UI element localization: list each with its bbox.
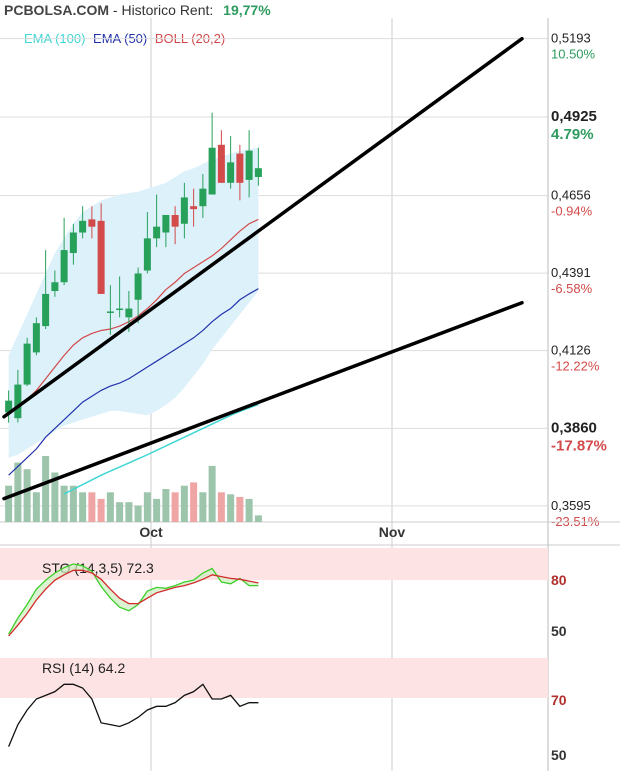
volume-bar [199, 492, 207, 522]
volume-bar [69, 485, 77, 522]
price-tick-label: 0,4925 [551, 108, 597, 125]
candle-body [42, 293, 50, 327]
price-pct-label: -12.22% [551, 359, 600, 374]
volume-bar [32, 492, 40, 522]
candle-body [125, 308, 133, 318]
price-tick-label: 0,4656 [551, 188, 591, 203]
volume-bar [134, 505, 142, 522]
stochastic-level-label: 80 [551, 572, 567, 588]
price-tick-label: 0,4126 [551, 343, 591, 358]
candle-body [217, 144, 225, 183]
candle-body [245, 150, 253, 180]
volume-bar [217, 492, 225, 522]
candle-body [180, 197, 188, 224]
trend-line [2, 36, 524, 419]
candle-body [116, 308, 124, 311]
volume-bar [51, 472, 59, 522]
volume-bar [227, 494, 235, 522]
rent-value: 19,77% [223, 2, 271, 18]
price-tick-label: 0,3860 [551, 419, 597, 436]
candle-body [134, 273, 142, 300]
stochastic-d-line [8, 569, 259, 637]
volume-bar [106, 492, 114, 522]
candle-body [236, 153, 244, 183]
candle-body [88, 219, 96, 227]
time-tick-label: Oct [139, 524, 163, 540]
candle-body [254, 168, 262, 177]
volume-bar [153, 498, 161, 522]
candle-body [143, 238, 151, 271]
candle-body [190, 206, 198, 210]
price-pct-label: 10.50% [551, 47, 596, 62]
candle-body [79, 220, 87, 233]
header-separator: - [109, 2, 122, 18]
ema100-line [63, 403, 259, 495]
candle-body [153, 226, 161, 239]
stochastic-level-label: 50 [551, 623, 567, 639]
candle-body [208, 147, 216, 195]
volume-bar [23, 469, 31, 522]
volume-bar [5, 485, 13, 522]
rsi-level-label: 50 [551, 747, 567, 763]
volume-bar [208, 465, 216, 522]
price-pct-label: -17.87% [551, 437, 607, 454]
bollinger-mid-line [8, 218, 259, 415]
rsi-band [0, 658, 548, 698]
volume-bar [42, 456, 50, 522]
price-pct-label: -6.58% [551, 281, 593, 296]
volume-bar [180, 485, 188, 522]
header-label: Historico [121, 2, 176, 18]
candle-body [14, 384, 22, 419]
volume-bar [143, 492, 151, 522]
rent-label: Rent: [179, 2, 214, 18]
time-tick-label: Nov [379, 524, 406, 540]
candle-body [106, 311, 114, 313]
candle-body [199, 188, 207, 207]
candle-body [162, 214, 170, 233]
rsi-line [8, 683, 259, 747]
volume-bar [97, 498, 105, 522]
candle-body [60, 250, 68, 283]
volume-bar [60, 485, 68, 522]
price-pct-label: 4.79% [551, 126, 594, 143]
candle-body [51, 282, 59, 292]
price-tick-label: 0,5193 [551, 31, 591, 46]
stochastic-band [0, 548, 548, 580]
chart-header: PCBOLSA.COM - Historico Rent: 19,77% [4, 2, 271, 18]
volume-bar [125, 502, 133, 522]
volume-bar [79, 492, 87, 522]
volume-bar [162, 489, 170, 522]
price-pct-label: -23.51% [551, 514, 600, 529]
candle-body [32, 323, 40, 353]
candle-body [97, 220, 105, 294]
price-tick-label: 0,3595 [551, 498, 591, 513]
candle-body [171, 214, 179, 227]
volume-bar [190, 482, 198, 522]
rsi-label: RSI (14) 64.2 [42, 660, 125, 676]
candle-body [23, 343, 31, 385]
candle-body [69, 232, 77, 253]
volume-bar [236, 496, 244, 522]
bollinger-band [8, 147, 259, 458]
ema50-line [8, 288, 259, 476]
volume-bar [88, 492, 96, 522]
volume-bar [245, 498, 253, 522]
volume-bar [254, 515, 262, 522]
price-pct-label: -0.94% [551, 204, 593, 219]
site-name: PCBOLSA.COM [4, 2, 109, 18]
price-tick-label: 0,4391 [551, 265, 591, 280]
trend-line [2, 300, 524, 501]
candle-body [5, 400, 13, 413]
rsi-level-label: 70 [551, 692, 567, 708]
volume-bar [171, 492, 179, 522]
candle-body [227, 162, 235, 183]
volume-bar [116, 502, 124, 522]
